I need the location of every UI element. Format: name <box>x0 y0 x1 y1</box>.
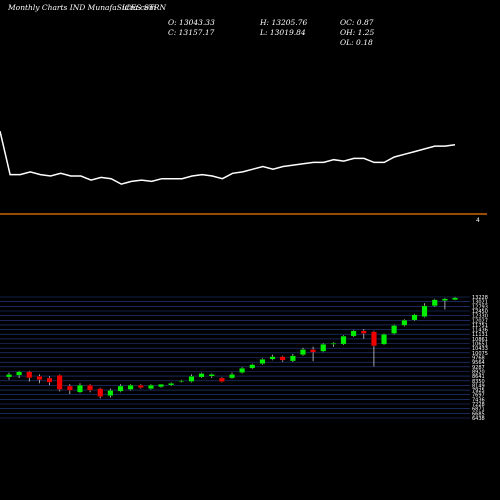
candle-down <box>218 377 225 382</box>
price-tick-label: 12450 <box>472 309 488 315</box>
candle-up <box>320 344 327 352</box>
candle-up <box>117 385 124 392</box>
candle-up <box>148 384 154 389</box>
candle-up <box>208 374 215 377</box>
price-tick-label: 12793 <box>472 304 488 310</box>
candle-panel <box>6 296 458 399</box>
candle-up <box>340 335 347 345</box>
oh-value: OH: 1.25 <box>340 28 375 37</box>
candle-up <box>269 356 276 360</box>
oc-value: OC: 0.87 <box>340 18 374 27</box>
candle-up <box>381 334 387 345</box>
candle-up <box>411 314 418 321</box>
price-tick-label: 8641 <box>472 374 485 380</box>
candle-up <box>188 376 195 382</box>
close-value: C: 13157.17 <box>168 28 215 37</box>
price-tick-label: 6871 <box>472 407 485 413</box>
candle-up <box>239 368 246 373</box>
candle-up <box>330 343 337 345</box>
candle-up <box>249 364 256 369</box>
candle-down <box>279 356 286 361</box>
candle-up <box>127 384 134 390</box>
candle-up <box>77 384 83 393</box>
ol-value: OL: 0.18 <box>340 38 373 47</box>
price-tick-label: 13228 <box>472 295 488 301</box>
open-value: O: 13043.33 <box>168 18 215 27</box>
price-tick-label: 10651 <box>472 342 488 348</box>
candle-down <box>371 331 377 347</box>
candle-up <box>441 298 448 301</box>
line-panel <box>0 131 456 185</box>
candle-up <box>289 355 296 362</box>
candle-down <box>36 376 43 380</box>
price-tick-label: 8149 <box>472 383 485 389</box>
price-tick-label: 11436 <box>472 328 488 334</box>
high-value: H: 13205.76 <box>260 18 308 27</box>
candle-down <box>26 371 33 379</box>
candle-down <box>46 377 53 383</box>
price-tick-label: 8920 <box>472 370 485 376</box>
price-tick-label: 7925 <box>472 388 485 394</box>
price-grid <box>0 296 470 419</box>
symbol-label: ICES STRN <box>122 3 167 12</box>
candle-up <box>259 359 266 364</box>
candle-down <box>66 385 73 391</box>
price-tick-label: 7436 <box>472 397 485 403</box>
candle-up <box>421 305 428 317</box>
candle-down <box>56 375 63 390</box>
price-line <box>0 131 456 185</box>
price-tick-label: 10075 <box>472 351 488 357</box>
price-tick-label: 6685 <box>472 411 485 417</box>
candle-up <box>229 374 235 379</box>
price-tick-label: 9768 <box>472 356 485 362</box>
price-tick-label: 7228 <box>472 402 485 408</box>
price-tick-label: 13021 <box>472 300 488 306</box>
price-tick-label: 6438 <box>472 416 485 422</box>
candle-down <box>310 349 316 353</box>
candle-down <box>137 384 144 388</box>
price-tick-label: 11751 <box>472 323 488 329</box>
price-tick-label: 9287 <box>472 365 485 371</box>
price-tick-label: 12330 <box>472 314 488 320</box>
site-title: Monthly Charts IND MunafaSutra.com <box>8 3 156 12</box>
candle-down <box>87 384 93 391</box>
candle-up <box>452 297 458 300</box>
candle-up <box>16 371 23 376</box>
price-tick-label: 12027 <box>472 318 488 324</box>
low-value: L: 13019.84 <box>260 28 306 37</box>
price-tick-label: 9564 <box>472 360 485 366</box>
candle-down <box>97 388 104 397</box>
price-tick-label: 8350 <box>472 379 485 385</box>
price-tick-label: 7697 <box>472 393 485 399</box>
candle-down <box>360 330 367 334</box>
candle-up <box>300 349 306 355</box>
candle-up <box>391 325 398 334</box>
candle-up <box>6 374 12 378</box>
candle-up <box>168 383 175 386</box>
price-tick-label: 10433 <box>472 346 488 352</box>
candle-up <box>401 319 408 326</box>
candle-up <box>350 330 357 337</box>
price-tick-label: 11131 <box>472 332 488 338</box>
candle-up <box>431 299 438 307</box>
price-tick-label: 10861 <box>472 337 488 343</box>
candle-up <box>198 373 205 378</box>
candle-up <box>107 390 114 396</box>
candle-up <box>158 384 164 388</box>
candle-up <box>178 380 185 382</box>
divider-marker: 4 <box>476 217 480 224</box>
price-axis: 1322813021127931245012330120271175111436… <box>472 295 488 422</box>
